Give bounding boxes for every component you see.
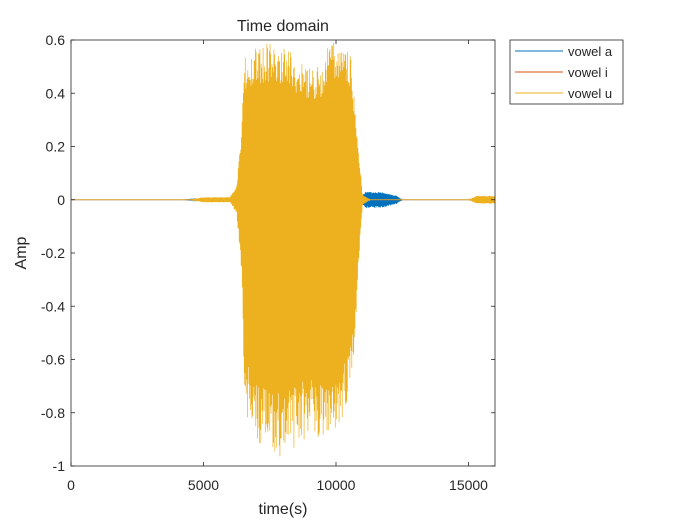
y-tick-label: -0.2: [41, 245, 65, 261]
y-tick-label: 0.2: [46, 139, 66, 155]
x-tick-label: 15000: [449, 477, 488, 493]
x-tick-label: 10000: [317, 477, 356, 493]
y-tick-label: -1: [53, 458, 66, 474]
x-axis-label: time(s): [259, 501, 308, 518]
series-layer: [71, 42, 496, 457]
x-tick-label: 0: [67, 477, 75, 493]
chart-title: Time domain: [237, 18, 329, 35]
legend[interactable]: vowel a vowel i vowel u: [509, 39, 624, 105]
x-tick-label: 5000: [188, 477, 219, 493]
plot-area: [70, 39, 496, 467]
y-tick-label: -0.6: [41, 352, 65, 368]
legend-label: vowel i: [568, 65, 608, 80]
series-line: [71, 42, 496, 457]
y-tick-label: 0.6: [46, 32, 66, 48]
y-tick-label: 0.4: [46, 85, 66, 101]
x-axis-ticks: 0 5000 10000 15000: [67, 40, 488, 493]
y-tick-label: -0.4: [41, 298, 65, 314]
legend-label: vowel a: [568, 44, 613, 59]
y-axis-ticks: -1 -0.8 -0.6 -0.4 -0.2 0 0.2 0.4 0.6: [41, 32, 495, 474]
series-vowel-u: [71, 42, 496, 457]
legend-label: vowel u: [568, 86, 612, 101]
legend-entries: vowel a vowel i vowel u: [515, 44, 613, 101]
y-tick-label: 0: [57, 192, 65, 208]
y-tick-label: -0.8: [41, 405, 65, 421]
y-axis-label: Amp: [13, 236, 30, 269]
